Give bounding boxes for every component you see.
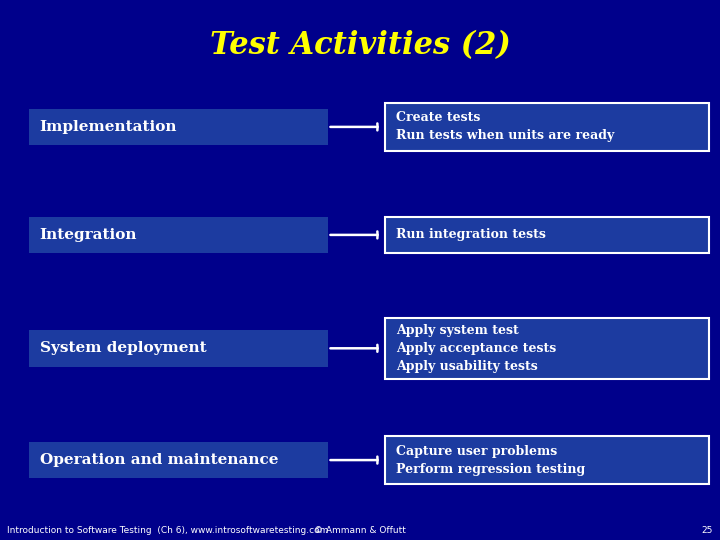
Bar xyxy=(29,109,328,145)
Text: Integration: Integration xyxy=(40,228,137,242)
Bar xyxy=(385,103,709,151)
Text: 25: 25 xyxy=(701,526,713,535)
Text: Capture user problems
Perform regression testing: Capture user problems Perform regression… xyxy=(396,444,585,476)
Bar xyxy=(385,217,709,253)
Bar xyxy=(29,217,328,253)
Bar xyxy=(385,436,709,484)
Text: Test Activities (2): Test Activities (2) xyxy=(210,30,510,62)
Bar xyxy=(29,442,328,478)
Text: © Ammann & Offutt: © Ammann & Offutt xyxy=(314,526,406,535)
Text: System deployment: System deployment xyxy=(40,341,206,355)
Text: Operation and maintenance: Operation and maintenance xyxy=(40,453,278,467)
Text: Create tests
Run tests when units are ready: Create tests Run tests when units are re… xyxy=(396,111,614,143)
Text: Introduction to Software Testing  (Ch 6), www.introsoftwaretesting.com: Introduction to Software Testing (Ch 6),… xyxy=(7,526,328,535)
Text: Apply system test
Apply acceptance tests
Apply usability tests: Apply system test Apply acceptance tests… xyxy=(396,324,557,373)
Bar xyxy=(29,330,328,367)
Text: Run integration tests: Run integration tests xyxy=(396,228,546,241)
Bar xyxy=(385,318,709,379)
Text: Implementation: Implementation xyxy=(40,120,177,134)
